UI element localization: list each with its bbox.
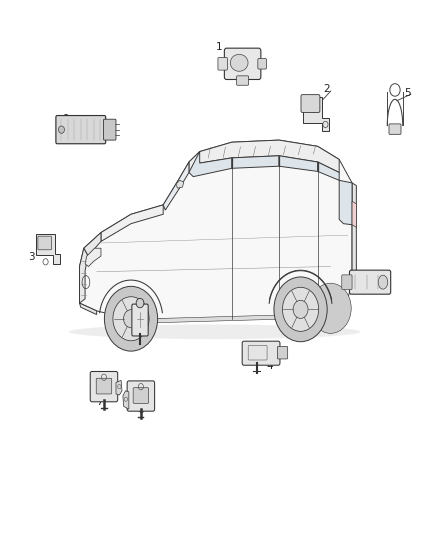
- FancyBboxPatch shape: [237, 76, 249, 85]
- Circle shape: [104, 286, 158, 351]
- Text: 1: 1: [215, 42, 223, 52]
- Polygon shape: [163, 162, 189, 210]
- Polygon shape: [79, 303, 97, 314]
- FancyBboxPatch shape: [301, 95, 320, 112]
- FancyBboxPatch shape: [38, 236, 52, 250]
- Text: 9: 9: [62, 114, 69, 124]
- Text: 2: 2: [323, 84, 330, 94]
- Circle shape: [283, 287, 319, 332]
- Circle shape: [310, 283, 351, 333]
- FancyBboxPatch shape: [103, 119, 116, 140]
- FancyBboxPatch shape: [258, 59, 266, 69]
- Circle shape: [124, 310, 138, 328]
- Polygon shape: [339, 180, 352, 225]
- Circle shape: [293, 300, 308, 318]
- Polygon shape: [189, 140, 339, 173]
- Polygon shape: [123, 391, 129, 409]
- FancyBboxPatch shape: [277, 346, 288, 359]
- Polygon shape: [352, 183, 357, 287]
- Ellipse shape: [378, 275, 388, 289]
- FancyBboxPatch shape: [350, 270, 391, 294]
- Polygon shape: [352, 201, 357, 228]
- Text: 5: 5: [404, 88, 410, 98]
- Polygon shape: [189, 151, 232, 176]
- Polygon shape: [79, 248, 88, 303]
- Polygon shape: [303, 97, 329, 131]
- FancyBboxPatch shape: [342, 275, 352, 289]
- FancyBboxPatch shape: [133, 387, 148, 403]
- Polygon shape: [79, 140, 352, 320]
- FancyBboxPatch shape: [218, 58, 227, 70]
- FancyBboxPatch shape: [96, 378, 112, 394]
- Polygon shape: [150, 314, 296, 323]
- Text: 4: 4: [266, 361, 273, 371]
- Polygon shape: [176, 180, 184, 188]
- Polygon shape: [101, 205, 163, 241]
- FancyBboxPatch shape: [127, 381, 155, 411]
- Ellipse shape: [69, 325, 360, 339]
- Text: 6: 6: [138, 405, 144, 415]
- Polygon shape: [85, 248, 101, 266]
- Polygon shape: [84, 232, 101, 256]
- FancyBboxPatch shape: [224, 48, 261, 79]
- Text: 7: 7: [96, 397, 103, 407]
- Circle shape: [274, 277, 327, 342]
- Text: 10: 10: [374, 273, 386, 283]
- Text: 3: 3: [28, 252, 34, 262]
- Circle shape: [113, 297, 149, 341]
- FancyBboxPatch shape: [132, 304, 148, 336]
- Polygon shape: [116, 381, 122, 395]
- FancyBboxPatch shape: [389, 124, 401, 134]
- Circle shape: [58, 126, 64, 133]
- Polygon shape: [232, 156, 279, 168]
- Polygon shape: [279, 156, 318, 172]
- Polygon shape: [36, 234, 60, 264]
- Circle shape: [136, 298, 144, 308]
- FancyBboxPatch shape: [56, 116, 106, 144]
- Polygon shape: [318, 162, 339, 180]
- Ellipse shape: [230, 54, 248, 71]
- FancyBboxPatch shape: [242, 341, 280, 365]
- FancyBboxPatch shape: [90, 372, 118, 402]
- Text: 8: 8: [137, 328, 143, 338]
